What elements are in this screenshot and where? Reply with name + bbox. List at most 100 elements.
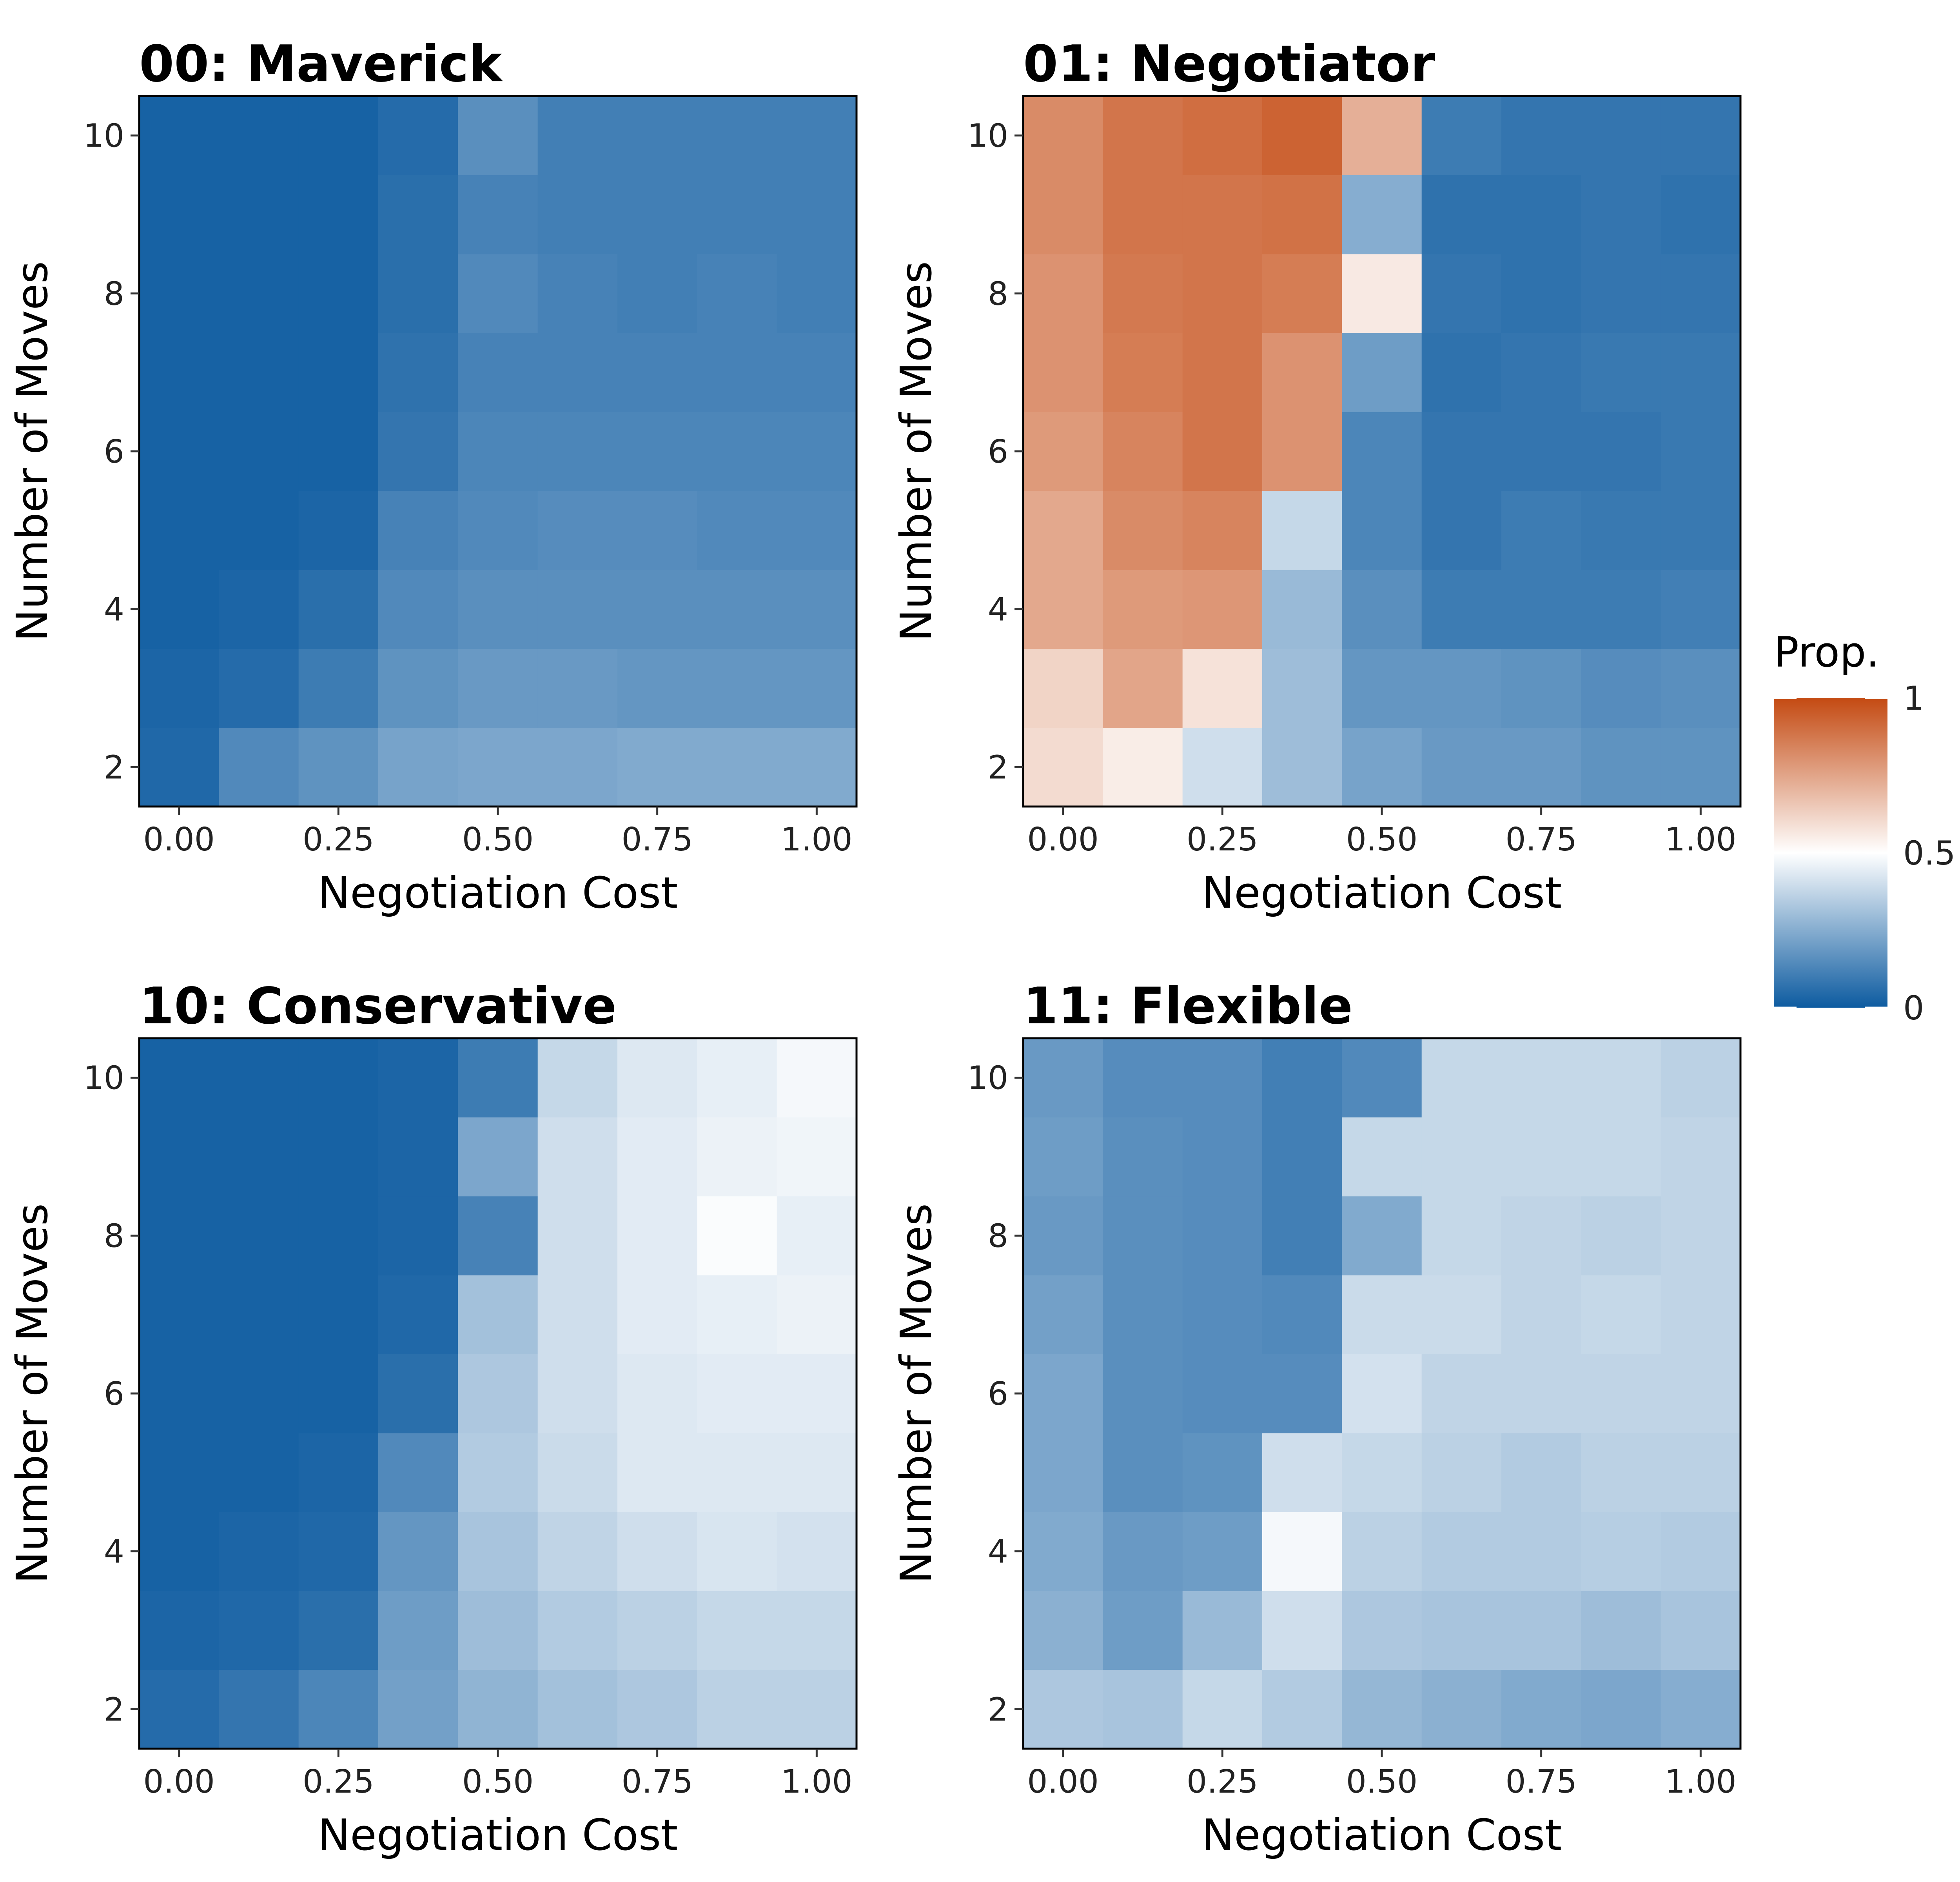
heatmap-cell xyxy=(1262,1433,1342,1512)
heatmap-cell xyxy=(617,1512,697,1591)
heatmap-cell xyxy=(139,1433,219,1512)
heatmap-cell xyxy=(1501,1196,1581,1275)
heatmap-cell xyxy=(537,1354,618,1433)
heatmap-cell xyxy=(1342,1433,1422,1512)
heatmap-cell xyxy=(777,1433,857,1512)
heatmap-cell xyxy=(697,96,777,175)
heatmap-cell xyxy=(219,649,299,728)
heatmap-cell xyxy=(1262,412,1342,491)
heatmap-cell xyxy=(298,412,379,491)
heatmap-cell xyxy=(1103,1591,1183,1670)
heatmap-cell xyxy=(1501,727,1581,807)
heatmap-cell xyxy=(617,490,697,570)
heatmap-cell xyxy=(1182,1669,1263,1749)
heatmap-cell xyxy=(537,1512,618,1591)
heatmap-cells xyxy=(139,96,857,807)
x-tick-label: 0.00 xyxy=(143,821,215,858)
heatmap-cell xyxy=(219,1591,299,1670)
heatmap-cell xyxy=(1661,1669,1741,1749)
heatmap-cell xyxy=(617,96,697,175)
heatmap-cell xyxy=(617,1669,697,1749)
heatmap-cell xyxy=(1023,96,1103,175)
heatmap-cells xyxy=(1023,96,1741,807)
y-tick-label: 10 xyxy=(967,118,1008,155)
x-axis-label: Negotiation Cost xyxy=(1202,1810,1562,1860)
heatmap-cell xyxy=(1103,727,1183,807)
x-tick-label: 0.25 xyxy=(1187,1763,1258,1800)
heatmap-cell xyxy=(1103,412,1183,491)
heatmap-cell xyxy=(378,254,458,333)
heatmap-cell xyxy=(617,570,697,649)
heatmap-cell xyxy=(537,1591,618,1670)
heatmap-cell xyxy=(219,1117,299,1197)
heatmap-cell xyxy=(777,1196,857,1275)
heatmap-cell xyxy=(458,1669,538,1749)
heatmap-cell xyxy=(1342,649,1422,728)
heatmap-cell xyxy=(1661,727,1741,807)
heatmap-cell xyxy=(537,96,618,175)
heatmap-cell xyxy=(458,570,538,649)
heatmap-cell xyxy=(1421,175,1502,254)
heatmap-cell xyxy=(1103,333,1183,412)
heatmap-cell xyxy=(777,175,857,254)
heatmap-cell xyxy=(1661,333,1741,412)
heatmap-cell xyxy=(378,727,458,807)
heatmap-cell xyxy=(1581,96,1661,175)
heatmap-cell xyxy=(1581,175,1661,254)
y-tick-label: 4 xyxy=(988,1533,1008,1571)
y-axis-ticks: 2 4 6 8 10 xyxy=(967,1060,1023,1728)
y-axis-label: Number of Moves xyxy=(7,1203,57,1584)
heatmap-cell xyxy=(1342,1275,1422,1354)
heatmap-cell xyxy=(1342,1038,1422,1117)
heatmap-cell xyxy=(139,96,219,175)
heatmap-cell xyxy=(298,490,379,570)
heatmap-cell xyxy=(537,254,618,333)
heatmap-cell xyxy=(537,727,618,807)
x-axis-ticks: 0.00 0.25 0.50 0.75 1.00 xyxy=(143,1749,853,1800)
heatmap-cell xyxy=(298,649,379,728)
heatmap-cell xyxy=(378,1354,458,1433)
heatmap-cell xyxy=(1661,570,1741,649)
x-tick-label: 0.75 xyxy=(1505,821,1577,858)
heatmap-cell xyxy=(1023,1591,1103,1670)
heatmap-cell xyxy=(777,570,857,649)
y-tick-label: 10 xyxy=(83,1060,124,1097)
heatmap-cell xyxy=(1342,1354,1422,1433)
heatmap-cell xyxy=(1581,333,1661,412)
heatmap-cell xyxy=(298,333,379,412)
heatmap-cell xyxy=(1103,649,1183,728)
heatmap-cell xyxy=(537,490,618,570)
heatmap-cell xyxy=(1103,1275,1183,1354)
heatmap-cell xyxy=(219,175,299,254)
heatmap-cell xyxy=(1661,1433,1741,1512)
panel-title: 11: Flexible xyxy=(1023,977,1353,1035)
heatmap-cell xyxy=(139,1512,219,1591)
panel-maverick: 00: Maverick 2 4 6 8 10 0.00 0.25 0.50 0.75 1.00… xyxy=(7,35,858,918)
heatmap-cell xyxy=(1342,1196,1422,1275)
heatmap-cell xyxy=(1661,96,1741,175)
heatmap-cell xyxy=(1342,570,1422,649)
heatmap-cell xyxy=(298,175,379,254)
heatmap-cell xyxy=(1421,1669,1502,1749)
heatmap-cell xyxy=(1501,412,1581,491)
heatmap-cell xyxy=(1421,1038,1502,1117)
heatmap-cell xyxy=(378,1512,458,1591)
x-tick-label: 0.25 xyxy=(1187,821,1258,858)
heatmap-cell xyxy=(458,1433,538,1512)
heatmap-cell xyxy=(458,649,538,728)
heatmap-cell xyxy=(1182,1512,1263,1591)
heatmap-cell xyxy=(219,1512,299,1591)
heatmap-cell xyxy=(1103,570,1183,649)
heatmap-cell xyxy=(219,1038,299,1117)
heatmap-cell xyxy=(537,570,618,649)
heatmap-cell xyxy=(1421,333,1502,412)
panel-conservative: 10: Conservative 2 4 6 8 10 0.00 0.25 0.50 0.75… xyxy=(7,977,858,1860)
heatmap-cells xyxy=(1023,1038,1741,1749)
heatmap-cell xyxy=(219,570,299,649)
heatmap-cell xyxy=(219,1669,299,1749)
x-tick-label: 0.00 xyxy=(1027,821,1099,858)
heatmap-cell xyxy=(617,1196,697,1275)
heatmap-cell xyxy=(1023,412,1103,491)
heatmap-cell xyxy=(697,1591,777,1670)
heatmap-cell xyxy=(617,1591,697,1670)
